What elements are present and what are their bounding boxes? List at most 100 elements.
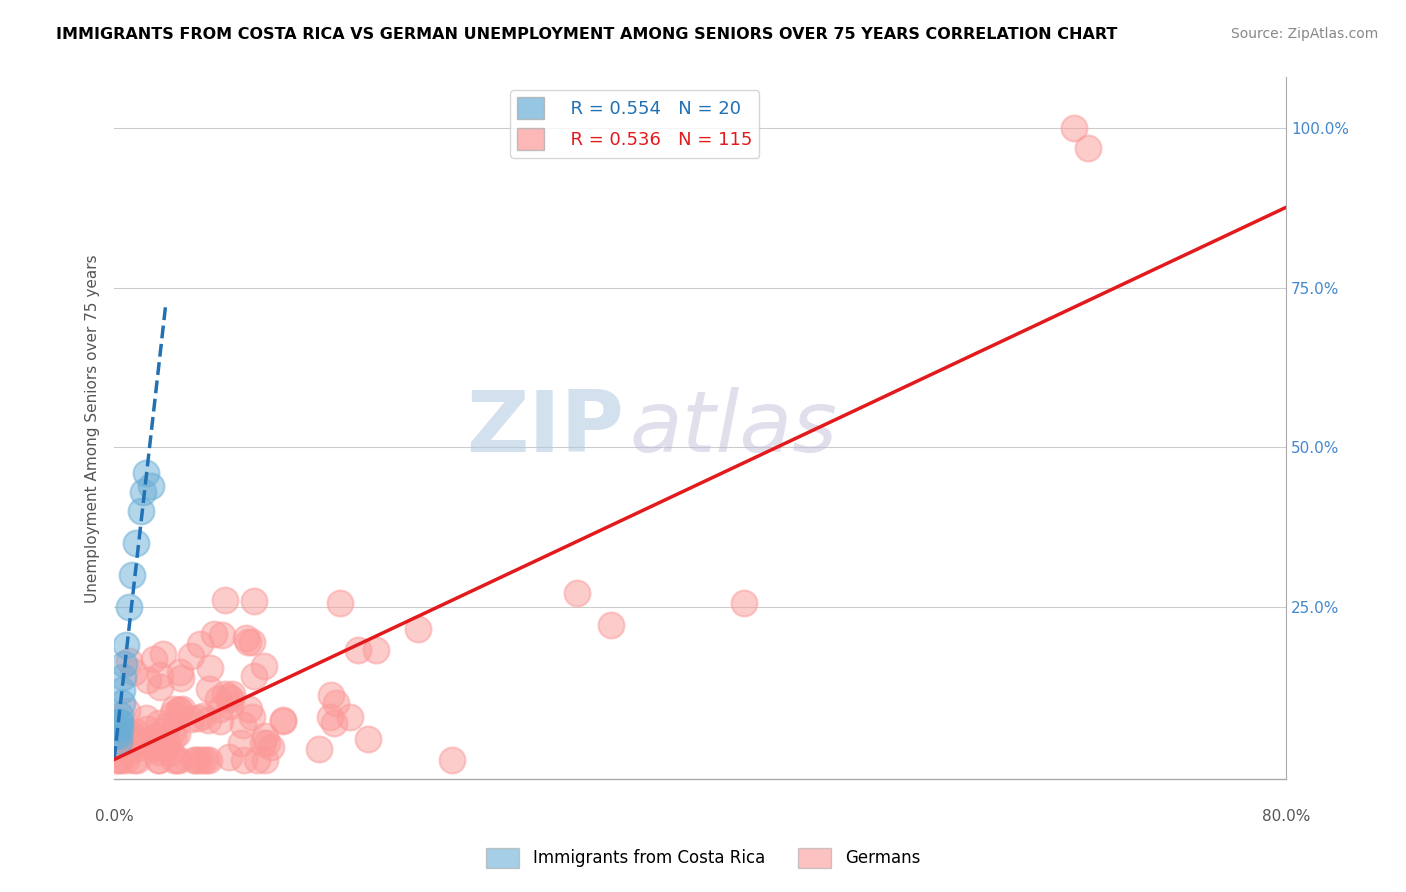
Point xyxy=(211,627,233,641)
Point xyxy=(232,718,254,732)
Point xyxy=(242,669,264,683)
Point xyxy=(271,714,294,728)
Point xyxy=(122,753,145,767)
Point xyxy=(322,716,344,731)
Point xyxy=(441,753,464,767)
Y-axis label: Unemployment Among Seniors over 75 years: Unemployment Among Seniors over 75 years xyxy=(86,254,100,603)
Text: 0.0%: 0.0% xyxy=(94,809,134,824)
Point xyxy=(214,592,236,607)
Point xyxy=(207,692,229,706)
Point xyxy=(163,753,186,767)
Point xyxy=(108,721,131,735)
Point xyxy=(347,643,370,657)
Point xyxy=(357,731,380,746)
Point xyxy=(129,504,152,518)
Point xyxy=(170,702,193,716)
Point xyxy=(120,732,142,747)
Point xyxy=(128,738,150,752)
Point xyxy=(169,665,191,680)
Point xyxy=(1077,140,1099,154)
Point xyxy=(149,680,172,694)
Point xyxy=(252,736,274,750)
Legend:   R = 0.554   N = 20,   R = 0.536   N = 115: R = 0.554 N = 20, R = 0.536 N = 115 xyxy=(510,90,759,158)
Point xyxy=(218,690,240,704)
Point xyxy=(162,706,184,721)
Point xyxy=(170,672,193,686)
Point xyxy=(114,753,136,767)
Point xyxy=(110,753,132,767)
Point xyxy=(108,708,131,723)
Point xyxy=(169,702,191,716)
Point xyxy=(125,753,148,767)
Point xyxy=(235,631,257,645)
Point xyxy=(139,479,162,493)
Point xyxy=(149,667,172,681)
Point xyxy=(127,740,149,755)
Point xyxy=(208,714,231,728)
Text: ZIP: ZIP xyxy=(467,387,624,470)
Point xyxy=(122,728,145,742)
Point xyxy=(187,753,209,767)
Point xyxy=(167,703,190,717)
Point xyxy=(191,709,214,723)
Point xyxy=(125,536,148,550)
Point xyxy=(319,710,342,724)
Point xyxy=(115,638,138,652)
Point xyxy=(124,665,146,679)
Point xyxy=(240,710,263,724)
Point xyxy=(195,753,218,767)
Point xyxy=(110,682,132,697)
Point xyxy=(132,485,155,500)
Text: atlas: atlas xyxy=(630,387,838,470)
Point xyxy=(198,661,221,675)
Point xyxy=(218,750,240,764)
Point xyxy=(142,652,165,666)
Point xyxy=(156,719,179,733)
Text: IMMIGRANTS FROM COSTA RICA VS GERMAN UNEMPLOYMENT AMONG SENIORS OVER 75 YEARS CO: IMMIGRANTS FROM COSTA RICA VS GERMAN UNE… xyxy=(56,27,1118,42)
Point xyxy=(105,753,128,767)
Point xyxy=(218,698,240,713)
Point xyxy=(155,733,177,747)
Point xyxy=(202,627,225,641)
Point xyxy=(329,596,352,610)
Point xyxy=(148,716,170,731)
Point xyxy=(260,739,283,754)
Point xyxy=(152,647,174,661)
Point xyxy=(108,714,131,729)
Point xyxy=(733,596,755,610)
Point xyxy=(184,753,207,767)
Point xyxy=(366,642,388,657)
Point xyxy=(232,753,254,767)
Point xyxy=(253,659,276,673)
Point xyxy=(256,735,278,749)
Point xyxy=(253,729,276,743)
Point xyxy=(163,728,186,742)
Point xyxy=(107,728,129,742)
Point xyxy=(238,702,260,716)
Point xyxy=(125,725,148,739)
Point xyxy=(565,585,588,599)
Point xyxy=(238,635,260,649)
Point xyxy=(180,648,202,663)
Point xyxy=(114,657,136,672)
Point xyxy=(319,688,342,702)
Point xyxy=(221,687,243,701)
Point xyxy=(166,753,188,767)
Point xyxy=(145,740,167,755)
Point xyxy=(155,741,177,756)
Point xyxy=(134,734,156,748)
Point xyxy=(160,725,183,739)
Point xyxy=(117,704,139,718)
Point xyxy=(180,712,202,726)
Point xyxy=(143,741,166,756)
Text: Source: ZipAtlas.com: Source: ZipAtlas.com xyxy=(1230,27,1378,41)
Point xyxy=(243,594,266,608)
Point xyxy=(187,711,209,725)
Point xyxy=(155,739,177,754)
Point xyxy=(219,692,242,706)
Point xyxy=(135,711,157,725)
Point xyxy=(240,634,263,648)
Point xyxy=(183,753,205,767)
Point xyxy=(148,746,170,760)
Point xyxy=(107,714,129,729)
